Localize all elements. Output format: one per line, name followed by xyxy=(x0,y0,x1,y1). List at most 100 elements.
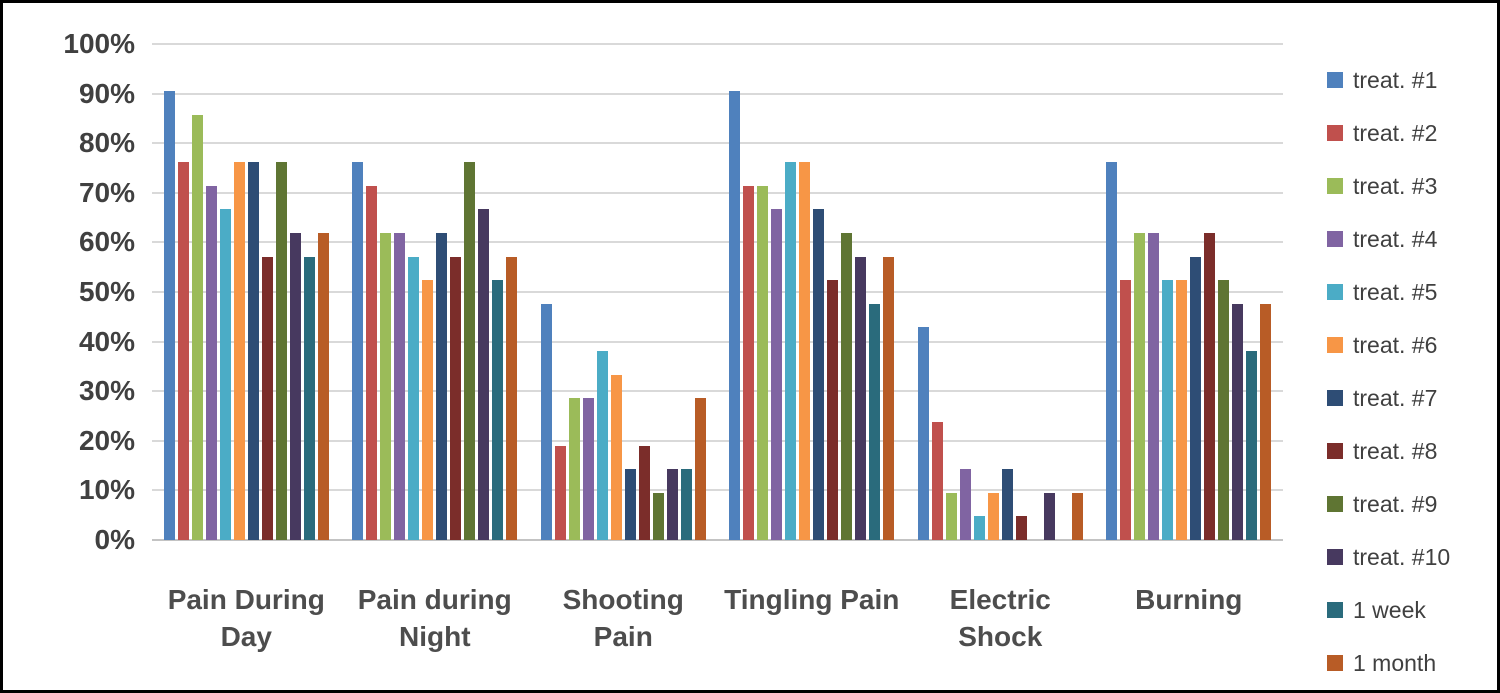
legend-label: 1 week xyxy=(1353,596,1426,623)
gridline xyxy=(152,43,1283,45)
bar-treat-5 xyxy=(973,516,985,540)
bar-treat-10 xyxy=(855,257,867,540)
bar-treat-8 xyxy=(450,257,462,540)
bar-1-week xyxy=(1246,351,1258,540)
legend-swatch-icon xyxy=(1327,337,1343,353)
legend-swatch-icon xyxy=(1327,443,1343,459)
bar-treat-2 xyxy=(743,186,755,540)
legend-swatch-icon xyxy=(1327,549,1343,565)
bar-group-shooting-pain xyxy=(529,44,718,540)
bar-treat-3 xyxy=(568,398,580,540)
bar-treat-8 xyxy=(261,257,273,540)
legend-item-treat-7: treat. #7 xyxy=(1327,383,1450,413)
bar-treat-9 xyxy=(275,162,287,540)
bar-treat-2 xyxy=(554,446,566,540)
bar-group-tingling-pain xyxy=(718,44,907,540)
bar-treat-8 xyxy=(827,280,839,540)
bar-treat-8 xyxy=(1015,516,1027,540)
bar-treat-1 xyxy=(540,304,552,540)
bar-treat-6 xyxy=(610,375,622,540)
legend-swatch-icon xyxy=(1327,655,1343,671)
x-axis-label-burning: Burning xyxy=(1135,584,1243,615)
bar-treat-6 xyxy=(233,162,245,540)
bar-treat-2 xyxy=(931,422,943,540)
legend-swatch-icon xyxy=(1327,390,1343,406)
gridline xyxy=(152,142,1283,144)
bar-group-pain-during-night xyxy=(341,44,530,540)
legend-label: treat. #7 xyxy=(1353,384,1438,411)
legend-item-treat-4: treat. #4 xyxy=(1327,224,1450,254)
y-tick-label: 70% xyxy=(78,177,135,208)
plot-area xyxy=(152,43,1283,541)
y-tick-label: 80% xyxy=(78,127,135,158)
bar-treat-10 xyxy=(289,233,301,540)
x-axis-line xyxy=(152,539,1283,541)
legend-swatch-icon xyxy=(1327,178,1343,194)
bar-1-month xyxy=(506,257,518,540)
legend-item-treat-9: treat. #9 xyxy=(1327,489,1450,519)
y-tick-label: 90% xyxy=(78,78,135,109)
bar-treat-1 xyxy=(352,162,364,540)
bar-treat-3 xyxy=(1134,233,1146,540)
bar-group-burning xyxy=(1095,44,1284,540)
bar-treat-10 xyxy=(666,469,678,540)
bar-groups xyxy=(152,44,1283,540)
legend-item-treat-5: treat. #5 xyxy=(1327,277,1450,307)
x-axis-label-shooting-pain: Shooting Pain xyxy=(562,584,684,652)
bar-treat-6 xyxy=(987,493,999,540)
gridline xyxy=(152,192,1283,194)
bar-treat-3 xyxy=(757,186,769,540)
gridline xyxy=(152,93,1283,95)
legend-swatch-icon xyxy=(1327,231,1343,247)
y-tick-label: 40% xyxy=(78,326,135,357)
bar-treat-3 xyxy=(191,115,203,540)
bar-treat-4 xyxy=(1148,233,1160,540)
y-tick-label: 100% xyxy=(63,28,135,59)
bar-treat-5 xyxy=(785,162,797,540)
legend-label: treat. #9 xyxy=(1353,490,1438,517)
gridline xyxy=(152,390,1283,392)
bar-1-month xyxy=(1260,304,1272,540)
y-tick-label: 0% xyxy=(94,524,135,555)
bar-treat-1 xyxy=(729,91,741,540)
gridline xyxy=(152,440,1283,442)
legend-item-treat-10: treat. #10 xyxy=(1327,542,1450,572)
legend-swatch-icon xyxy=(1327,72,1343,88)
legend-item-treat-1: treat. #1 xyxy=(1327,65,1450,95)
x-axis-label-pain-during-day: Pain During Day xyxy=(167,584,325,652)
bar-treat-4 xyxy=(205,186,217,540)
legend-swatch-icon xyxy=(1327,496,1343,512)
y-tick-label: 20% xyxy=(78,425,135,456)
bar-treat-5 xyxy=(596,351,608,540)
bar-1-month xyxy=(694,398,706,540)
legend-swatch-icon xyxy=(1327,125,1343,141)
legend-label: treat. #8 xyxy=(1353,437,1438,464)
bar-1-week xyxy=(492,280,504,540)
bar-treat-3 xyxy=(380,233,392,540)
y-tick-label: 50% xyxy=(78,276,135,307)
bar-treat-9 xyxy=(464,162,476,540)
bar-treat-4 xyxy=(582,398,594,540)
bar-treat-8 xyxy=(638,446,650,540)
legend-label: treat. #1 xyxy=(1353,66,1438,93)
legend-label: treat. #5 xyxy=(1353,278,1438,305)
x-axis-label-pain-during-night: Pain during Night xyxy=(357,584,512,652)
legend-label: treat. #2 xyxy=(1353,119,1438,146)
bar-treat-2 xyxy=(177,162,189,540)
bar-treat-6 xyxy=(422,280,434,540)
bar-treat-7 xyxy=(1190,257,1202,540)
bar-treat-7 xyxy=(436,233,448,540)
bar-treat-4 xyxy=(771,209,783,540)
legend-swatch-icon xyxy=(1327,284,1343,300)
legend-label: 1 month xyxy=(1353,649,1437,676)
bar-treat-9 xyxy=(841,233,853,540)
bar-treat-7 xyxy=(813,209,825,540)
gridline xyxy=(152,241,1283,243)
bar-treat-10 xyxy=(478,209,490,540)
gridline xyxy=(152,291,1283,293)
x-axis-category-labels: Pain During Day Pain during Night Shooting Pa… xyxy=(152,581,1283,655)
legend-item-treat-2: treat. #2 xyxy=(1327,118,1450,148)
bar-treat-10 xyxy=(1232,304,1244,540)
bar-treat-4 xyxy=(959,469,971,540)
